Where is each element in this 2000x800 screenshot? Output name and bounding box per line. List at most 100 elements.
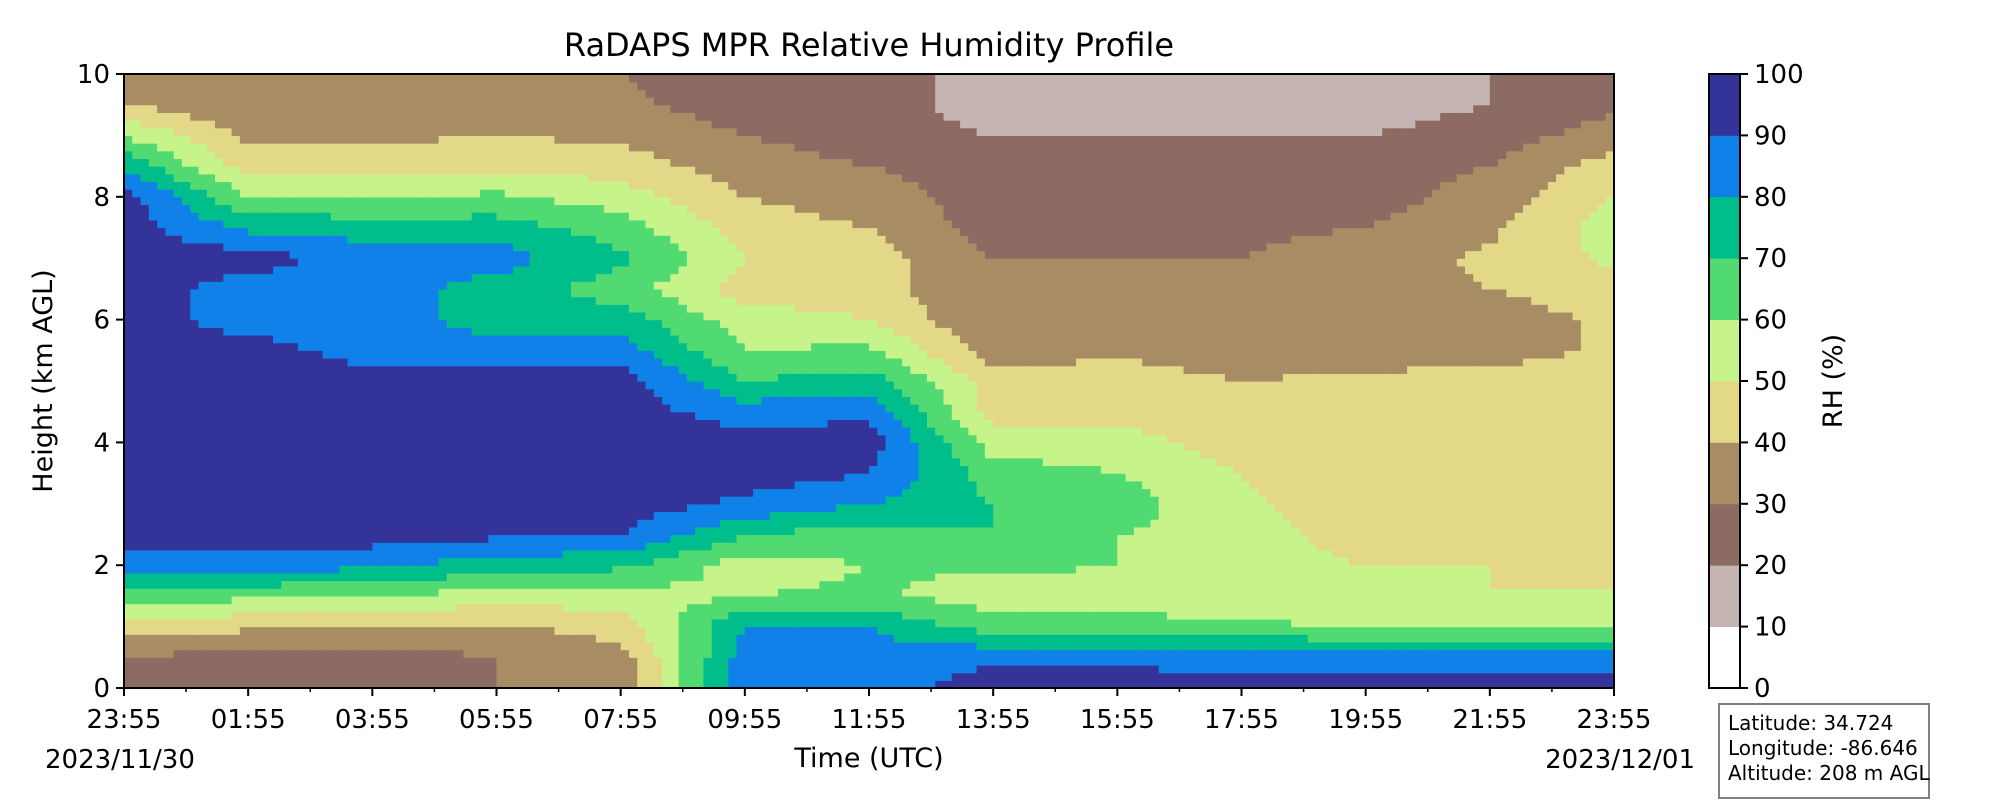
rh-field-cell [513,580,522,589]
rh-field-cell [479,680,489,688]
rh-field-cell [190,442,200,451]
rh-field-cell [405,196,415,206]
rh-field-cell [231,404,241,413]
rh-field-cell [190,304,200,313]
rh-field-cell [571,411,580,420]
rh-field-cell [347,112,357,121]
rh-field-cell [455,549,464,559]
rh-field-cell [537,496,547,505]
rh-field-cell [537,526,547,536]
rh-field-cell [521,273,531,282]
rh-field-cell [215,603,224,612]
rh-field-cell [422,442,431,451]
rh-field-cell [330,258,340,267]
rh-field-cell [330,334,340,344]
rh-field-cell [239,143,249,152]
rh-field-cell [612,611,622,620]
rh-field-cell [496,127,506,137]
rh-field-cell [446,503,456,513]
rh-field-cell [355,334,365,344]
rh-field-cell [215,419,224,428]
rh-field-cell [281,273,291,282]
rh-field-cell [314,672,324,681]
rh-field-cell [571,81,580,90]
rh-field-cell [372,81,382,90]
rh-field-cell [471,542,481,551]
rh-field-cell [571,381,580,390]
rh-field-cell [430,565,440,574]
rh-field-cell [264,419,274,428]
rh-field-cell [471,212,481,221]
rh-field-cell [215,427,224,436]
rh-field-cell [628,572,638,582]
rh-field-cell [571,97,580,106]
rh-field-cell [264,97,274,106]
rh-field-cell [372,427,382,436]
rh-field-cell [637,473,647,482]
rh-field-cell [496,135,506,144]
rh-field-cell [347,204,357,213]
rh-field-cell [314,488,324,497]
rh-field-cell [405,242,415,252]
rh-field-cell [330,143,340,152]
rh-field-cell [347,273,357,282]
rh-field-cell [256,680,266,688]
rh-field-cell [347,519,357,528]
rh-field-cell [529,588,539,597]
rh-field-cell [628,488,638,497]
rh-field-cell [496,434,506,444]
rh-field-cell [488,603,498,612]
rh-field-cell [239,595,249,605]
rh-field-cell [190,357,200,367]
rh-field-cell [422,388,431,397]
rh-field-cell [239,503,249,513]
rh-field-cell [355,235,365,244]
rh-field-cell [223,204,233,213]
rh-field-cell [438,357,448,367]
rh-field-cell [355,519,365,528]
rh-field-cell [157,158,166,167]
rh-field-cell [628,227,638,236]
rh-field-cell [554,97,564,106]
rh-field-cell [281,127,291,137]
rh-field-cell [132,219,142,229]
rh-field-cell [628,388,638,397]
rh-field-cell [388,526,398,536]
rh-field-cell [314,189,324,198]
rh-field-cell [256,181,266,190]
rh-field-cell [330,595,340,605]
rh-field-cell [380,465,390,474]
rh-field-cell [587,457,597,467]
rh-field-cell [355,503,365,513]
rh-field-cell [438,74,448,83]
rh-field-cell [148,396,158,405]
rh-field-cell [496,120,506,129]
rh-field-cell [513,473,522,482]
rh-field-cell [339,281,349,290]
rh-field-cell [306,189,315,198]
rh-field-cell [132,350,142,359]
rh-field-cell [239,357,249,367]
rh-field-cell [554,288,564,298]
rh-field-cell [595,166,605,175]
rh-field-cell [521,595,531,605]
rh-field-cell [281,442,291,451]
rh-field-cell [264,396,274,405]
rh-field-cell [554,618,564,628]
rh-field-cell [256,565,266,574]
rh-field-cell [198,411,208,420]
rh-field-cell [215,173,224,183]
rh-field-cell [339,258,349,267]
rh-field-cell [148,265,158,275]
rh-field-cell [479,235,489,244]
rh-field-cell [446,626,456,635]
rh-field-cell [256,189,266,198]
rh-field-cell [181,557,191,566]
rh-field-cell [422,242,431,252]
rh-field-cell [215,265,224,275]
rh-field-cell [446,365,456,374]
rh-field-cell [206,235,216,244]
rh-field-cell [554,549,564,559]
rh-field-cell [496,74,506,83]
rh-field-cell [339,181,349,190]
